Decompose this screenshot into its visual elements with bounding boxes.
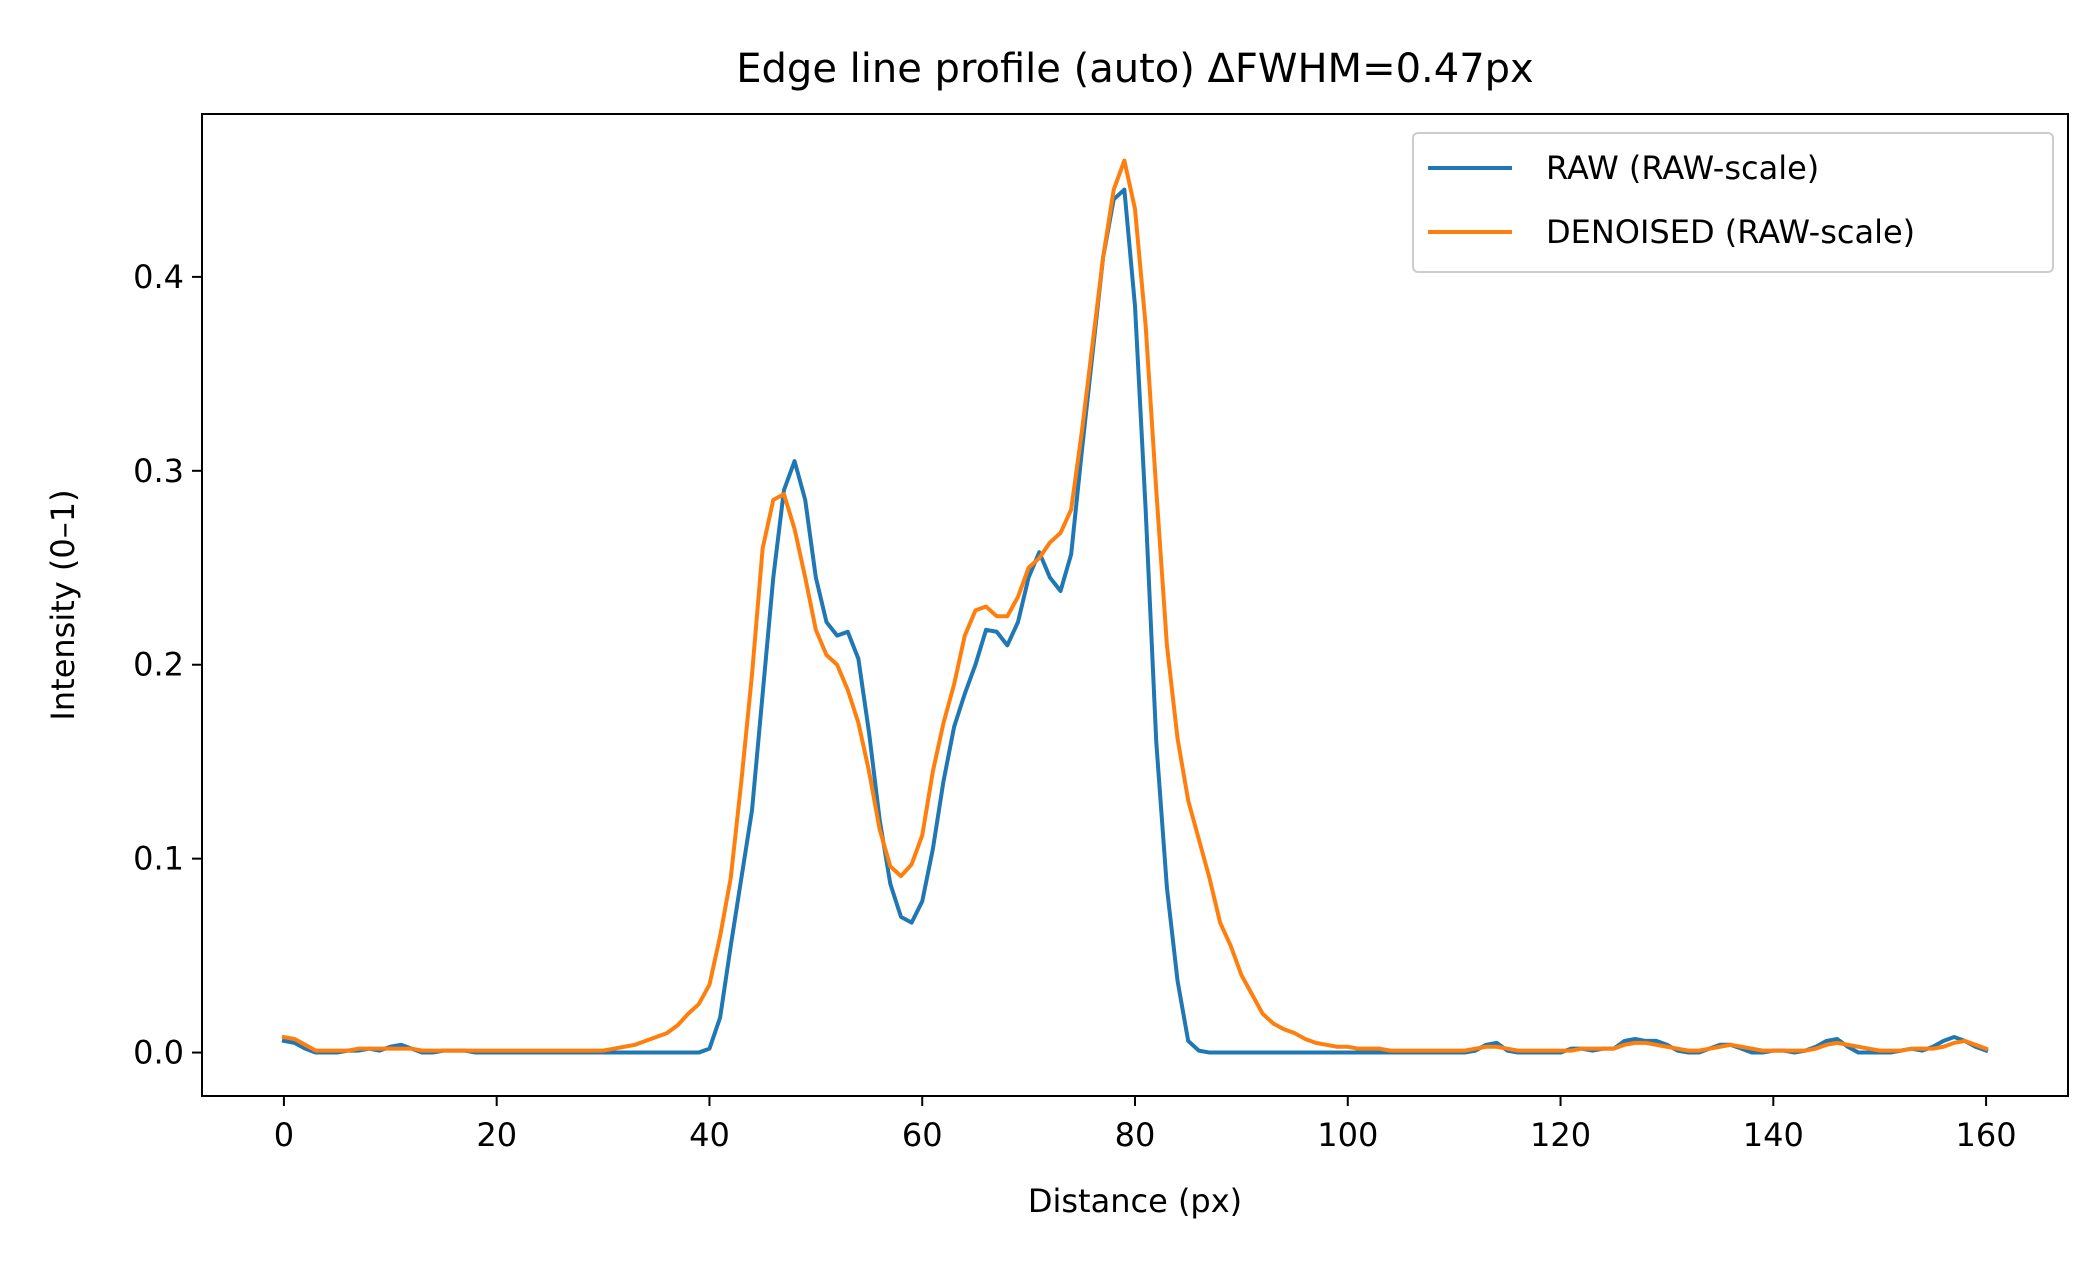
x-axis-label: Distance (px)	[1028, 1182, 1242, 1220]
legend-box	[1412, 132, 2054, 273]
y-axis-label: Intensity (0–1)	[44, 489, 82, 720]
series-line-2	[281, 158, 1989, 1053]
x-tick-label-8: 160	[1956, 1116, 2017, 1154]
x-axis: 0 20 40 60 80 100 120 140 160	[274, 1096, 2017, 1154]
y-tick-label-4: 0.4	[133, 258, 184, 296]
x-tick-label-2: 40	[689, 1116, 730, 1154]
y-tick-label-2: 0.2	[133, 646, 184, 684]
legend-label-1: RAW (RAW-scale)	[1546, 149, 1819, 187]
x-tick-label-7: 140	[1743, 1116, 1804, 1154]
x-tick-label-1: 20	[476, 1116, 517, 1154]
x-tick-label-3: 60	[902, 1116, 943, 1154]
chart-title: Edge line profile (auto) ΔFWHM=0.47px	[736, 46, 1533, 92]
series-line-1	[281, 187, 1989, 1055]
legend: RAW (RAW-scale) DENOISED (RAW-scale)	[1412, 132, 2054, 273]
y-tick-label-1: 0.1	[133, 840, 184, 878]
x-tick-label-0: 0	[274, 1116, 294, 1154]
y-axis: 0.0 0.1 0.2 0.3 0.4	[133, 258, 202, 1072]
y-tick-label-0: 0.0	[133, 1034, 184, 1072]
series-layer	[281, 158, 1989, 1055]
legend-label-2: DENOISED (RAW-scale)	[1546, 213, 1915, 251]
legend-entries: RAW (RAW-scale) DENOISED (RAW-scale)	[1428, 149, 1915, 251]
x-tick-label-5: 100	[1317, 1116, 1378, 1154]
x-tick-label-6: 120	[1530, 1116, 1591, 1154]
y-tick-label-3: 0.3	[133, 452, 184, 490]
x-tick-label-4: 80	[1115, 1116, 1156, 1154]
